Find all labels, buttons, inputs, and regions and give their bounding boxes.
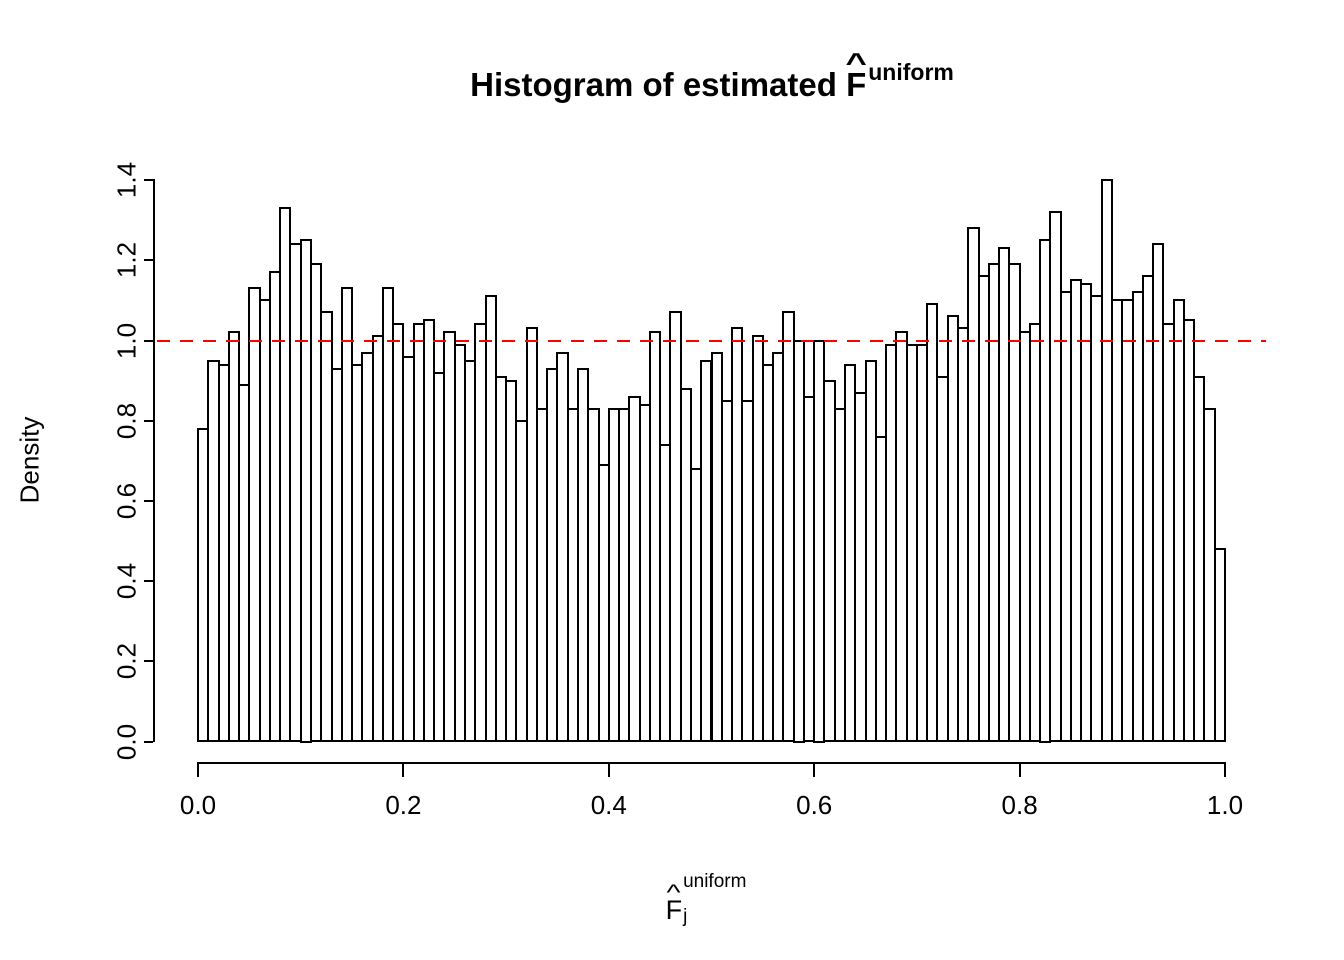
x-tick-label: 0.8 [1001,790,1038,820]
x-tick-label: 1.0 [1206,790,1244,820]
chart-title-superscript: uniform [868,59,954,85]
y-axis-tick [144,660,153,663]
x-axis-title-scripts: uniform j [683,872,746,926]
hat-accent: ^ [845,47,867,78]
x-axis-tick [197,764,199,777]
y-tick-label: 0.2 [111,643,142,680]
x-axis-title-superscript: uniform [683,871,747,892]
x-tick-label: 0.4 [590,790,627,820]
x-tick-label: 0.2 [385,790,422,820]
y-tick-label: 1.0 [111,322,142,359]
y-tick-label: 0.8 [111,402,142,439]
y-axis-line [153,179,155,743]
y-tick-label: 1.2 [111,242,142,279]
y-axis-tick [144,259,153,262]
reference-line [157,339,1266,342]
chart-title: Histogram of estimated ^ Funiform [470,47,954,104]
y-axis-title: Density [14,416,45,504]
x-tick-label: 0.6 [796,790,833,820]
y-axis-tick [144,419,153,422]
f-hat-symbol: ^ F [845,47,867,103]
x-axis-line [197,762,1226,764]
y-tick-label: 1.4 [111,162,142,199]
hat-accent: ^ [666,879,681,905]
y-axis-tick [144,339,153,342]
x-axis-title-subscript: j [683,906,688,927]
y-axis-tick [144,499,153,502]
x-axis-tick [607,764,610,777]
x-axis-tick [402,764,405,777]
y-axis-tick [144,580,153,583]
chart-title-text: Histogram of estimated [470,66,847,103]
x-tick-label: 0.0 [179,790,217,820]
y-tick-label: 0.4 [111,563,142,600]
y-axis-tick [144,179,153,182]
x-axis-tick [813,764,816,777]
y-tick-label: 0.6 [111,482,142,519]
x-axis-tick [1224,764,1226,777]
y-axis-tick [144,740,153,743]
x-axis-tick [1018,764,1021,777]
y-tick-label: 0.0 [111,723,142,760]
f-hat-symbol: ^ F [665,879,683,925]
histogram-bar [1213,548,1226,743]
